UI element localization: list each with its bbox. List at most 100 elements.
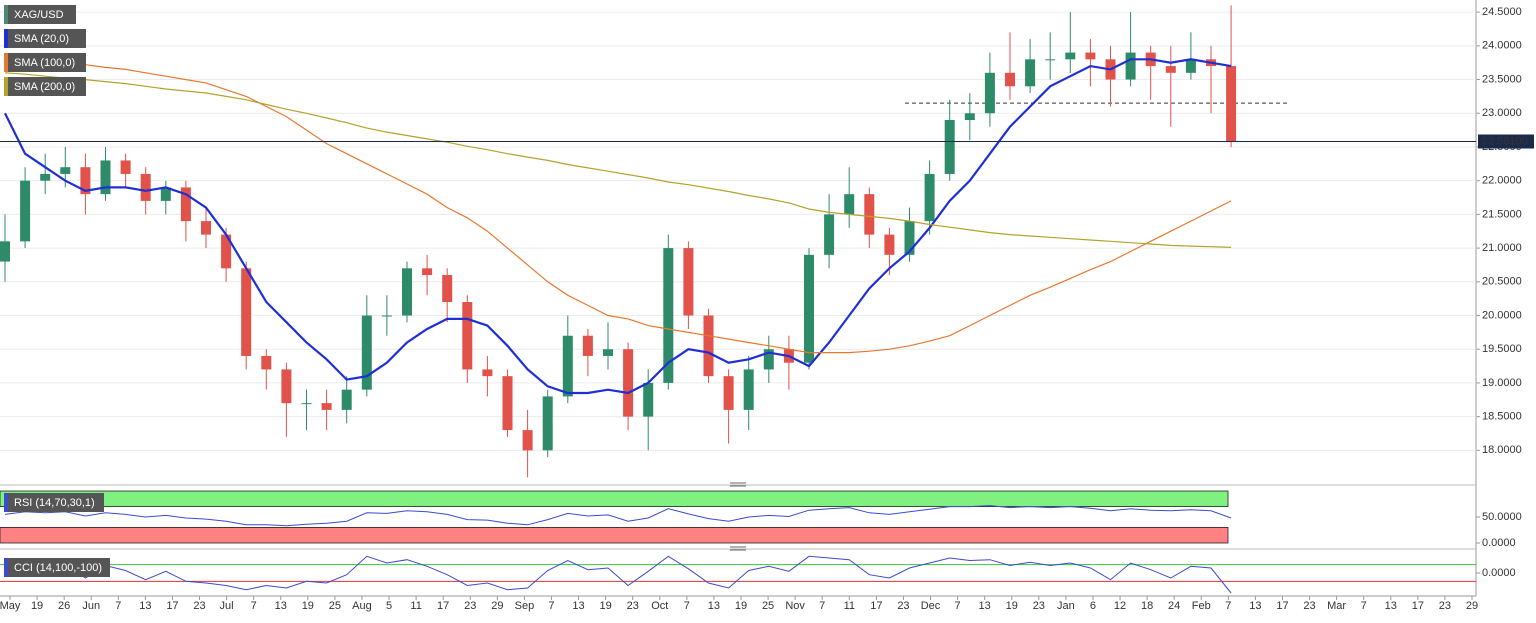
legend-label: XAG/USD [14,9,64,21]
legend-box [4,53,86,72]
candle-body [884,234,895,255]
candle-body [1085,52,1096,60]
x-tick-label: 19 [735,600,747,612]
indicator-line [4,505,1232,527]
candle-body [1185,59,1196,73]
x-tick-label: 7 [1225,600,1231,612]
x-tick-label: Oct [651,600,668,612]
x-tick-label: 23 [464,600,476,612]
candle-body [422,268,433,276]
candle-body [924,173,935,222]
x-tick-label: 23 [1033,600,1045,612]
x-tick-label: 26 [58,600,70,612]
x-tick-label: 23 [897,600,909,612]
x-tick-label: 17 [870,600,882,612]
candle-body [1226,66,1237,142]
candle-body [683,248,694,316]
panel-title: RSI (14,70,30,1) [14,497,95,509]
candle-body [341,389,352,410]
candle-body [562,335,573,397]
x-tick-label: Mar [1327,600,1346,612]
candle-body [1125,52,1136,80]
candle-body [1025,59,1036,87]
legend-label: SMA (100,0) [14,57,75,69]
legend-swatch [4,558,8,577]
x-tick-label: Jul [220,600,234,612]
candle-body [361,315,372,390]
y-tick-label: 24.0000 [1482,40,1522,52]
x-tick-label: 25 [762,600,774,612]
candle-body [221,234,232,269]
y-tick-label: 23.0000 [1482,107,1522,119]
legend-label: SMA (200,0) [14,81,75,93]
legend-swatch [4,77,8,96]
x-tick-label: 11 [844,600,855,612]
candle-body [864,194,875,235]
x-tick-label: 5 [386,600,392,612]
legend-box [4,29,86,48]
x-tick-label: Aug [352,600,372,612]
x-tick-label: 13 [139,600,151,612]
sma-line [4,58,1232,395]
legend-item: SMA (100,0) [4,53,86,72]
candle-body [140,173,151,201]
x-tick-label: 23 [193,600,205,612]
x-tick-label: 29 [491,600,503,612]
candle-body [321,403,332,410]
y-tick-label: 18.0000 [1482,444,1522,456]
x-tick-label: 13 [979,600,991,612]
x-tick-label: 13 [708,600,720,612]
y-tick-label: 22.0000 [1482,175,1522,187]
candle-body [763,349,774,370]
candle-body [462,302,473,370]
y-tick-label: 19.0000 [1482,377,1522,389]
x-tick-label: 17 [1412,600,1424,612]
y-tick-label: 24.5000 [1482,6,1522,18]
x-tick-label: 24 [1168,600,1180,612]
candle-body [241,268,252,356]
candle-body [502,376,513,431]
candle-body [904,221,915,255]
x-tick-label: 7 [251,600,257,612]
x-tick-label: 7 [548,600,554,612]
x-tick-label: 6 [1090,600,1096,612]
band [0,527,1229,544]
legend-box [4,558,110,577]
y-tick-label: 21.0000 [1482,242,1522,254]
candle-body [844,194,855,215]
x-tick-label: 13 [275,600,287,612]
legend-label: SMA (20,0) [14,33,69,45]
x-tick-label: 11 [410,600,421,612]
candle-body [723,376,734,410]
candle-body [542,396,553,451]
candle-body [442,275,453,303]
candle-body [663,248,674,383]
candle-body [482,369,493,377]
candle-body [301,403,312,405]
legend-item: SMA (200,0) [4,77,86,96]
last-price-box [1478,134,1534,149]
x-tick-label: 17 [437,600,449,612]
candle-body [180,187,191,222]
candle-body [40,173,51,181]
candle-body [1165,66,1176,73]
candle-body [964,113,975,120]
x-tick-label: Jun [82,600,100,612]
candle-body [582,335,593,356]
x-tick-label: 19 [302,600,314,612]
x-tick-label: Jan [1057,600,1075,612]
legend-item: SMA (20,0) [4,29,86,48]
candle-body [944,120,955,174]
x-tick-label: 7 [684,600,690,612]
x-tick-label: 13 [572,600,584,612]
x-tick-label: 13 [1249,600,1261,612]
x-tick-label: Dec [921,600,941,612]
x-tick-label: 19 [31,600,43,612]
candle-body [1065,52,1076,60]
band [0,490,1229,508]
candle-body [703,315,714,377]
x-tick-label: 23 [627,600,639,612]
x-tick-label: 18 [1141,600,1153,612]
